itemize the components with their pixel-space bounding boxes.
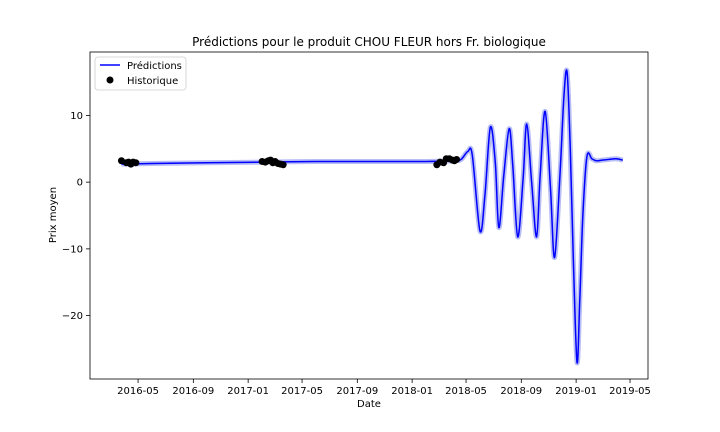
legend-item-predictions: Prédictions <box>127 60 182 72</box>
x-tick-label: 2019-01 <box>555 386 597 397</box>
x-axis-label: Date <box>357 399 381 410</box>
x-tick-label: 2016-09 <box>172 386 214 397</box>
historique-point <box>453 155 461 163</box>
x-tick-label: 2017-05 <box>281 386 323 397</box>
x-tick-label: 2018-01 <box>391 386 433 397</box>
x-tick-label: 2017-09 <box>336 386 378 397</box>
x-tick-label: 2017-01 <box>227 386 269 397</box>
historique-point <box>279 161 287 169</box>
chart-title: Prédictions pour le produit CHOU FLEUR h… <box>192 35 546 49</box>
x-tick-label: 2018-05 <box>445 386 487 397</box>
legend-marker-swatch <box>106 76 114 84</box>
x-tick-label: 2016-05 <box>117 386 159 397</box>
axes-frame <box>89 51 649 380</box>
x-tick-label: 2019-05 <box>609 386 651 397</box>
plot-area <box>117 67 624 366</box>
y-tick-label: −10 <box>62 244 83 255</box>
y-axis: −20 −10 0 10 <box>62 111 90 322</box>
y-tick-label: 10 <box>70 111 83 122</box>
historique-point <box>132 159 140 167</box>
y-axis-label: Prix moyen <box>48 187 59 243</box>
y-tick-label: −20 <box>62 311 83 322</box>
legend-item-historique: Historique <box>127 76 178 87</box>
x-tick-label: 2018-09 <box>500 386 542 397</box>
legend: Prédictions Historique <box>94 56 187 91</box>
x-axis: 2016-05 2016-09 2017-01 2017-05 2017-09 2018-… <box>117 379 651 397</box>
y-tick-label: 0 <box>77 178 83 189</box>
